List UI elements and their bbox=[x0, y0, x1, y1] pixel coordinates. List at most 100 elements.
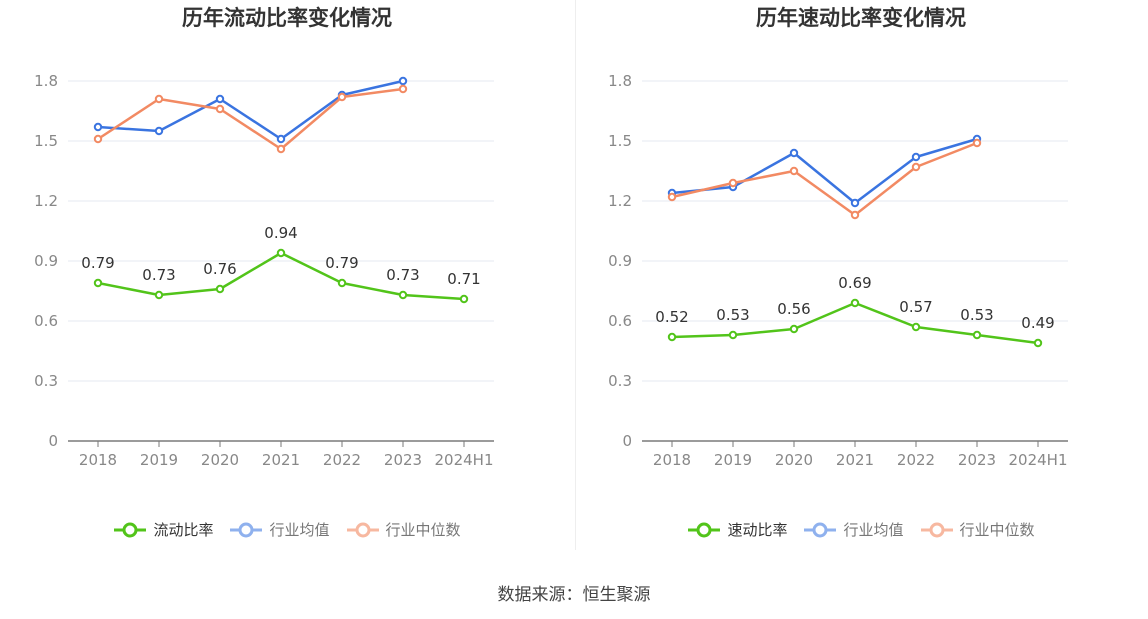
x-tick-label: 2022 bbox=[897, 451, 935, 469]
data-label: 0.71 bbox=[447, 270, 480, 288]
quick-ratio-chart-panel: 历年速动比率变化情况 0 0.3 0.6 0.9 1.2 1.5 1.8 2018 2019 20… bbox=[574, 0, 1148, 560]
y-tick-label: 1.8 bbox=[608, 72, 632, 90]
data-point[interactable] bbox=[337, 92, 347, 102]
data-point[interactable] bbox=[789, 324, 799, 334]
y-tick-label: 0.3 bbox=[34, 372, 58, 390]
panel-divider bbox=[575, 0, 576, 550]
legend-label: 流动比率 bbox=[153, 521, 214, 539]
chart-title: 历年流动比率变化情况 bbox=[182, 6, 392, 30]
x-tick-label: 2018 bbox=[79, 451, 117, 469]
data-label: 0.79 bbox=[325, 254, 358, 272]
data-point[interactable] bbox=[93, 134, 103, 144]
series-line bbox=[671, 141, 978, 217]
data-point[interactable] bbox=[667, 332, 677, 342]
series-line bbox=[97, 87, 404, 151]
x-tick-label: 2019 bbox=[140, 451, 178, 469]
legend-line-circle-icon bbox=[230, 522, 263, 537]
y-tick-label: 0.6 bbox=[608, 312, 632, 330]
y-tick-label: 0.9 bbox=[608, 252, 632, 270]
legend-item-industry-median[interactable]: 行业中位数 bbox=[920, 519, 1035, 540]
data-point[interactable] bbox=[789, 166, 799, 176]
data-point[interactable] bbox=[728, 178, 738, 188]
legend-line-circle-icon bbox=[688, 522, 721, 537]
data-point[interactable] bbox=[215, 104, 225, 114]
y-tick-label: 1.2 bbox=[34, 192, 58, 210]
data-point[interactable] bbox=[1033, 338, 1043, 348]
data-label: 0.49 bbox=[1021, 314, 1054, 332]
data-point[interactable] bbox=[911, 162, 921, 172]
current-ratio-chart: 0 0.3 0.6 0.9 1.2 1.5 1.8 2018 2019 2020 2021 2022 2… bbox=[34, 72, 494, 469]
y-tick-label: 1.8 bbox=[34, 72, 58, 90]
x-tick-label: 2024H1 bbox=[1009, 451, 1068, 469]
data-point[interactable] bbox=[972, 138, 982, 148]
data-label: 0.94 bbox=[264, 224, 297, 242]
data-point[interactable] bbox=[154, 126, 164, 136]
data-label: 0.73 bbox=[386, 266, 419, 284]
data-point[interactable] bbox=[789, 148, 799, 158]
y-tick-label: 1.5 bbox=[34, 132, 58, 150]
x-tick-label: 2023 bbox=[958, 451, 996, 469]
series-line bbox=[97, 79, 404, 141]
y-tick-label: 0.6 bbox=[34, 312, 58, 330]
data-point[interactable] bbox=[850, 210, 860, 220]
legend-line-circle-icon bbox=[804, 522, 837, 537]
legend-item-industry-average[interactable]: 行业均值 bbox=[229, 519, 330, 540]
data-point[interactable] bbox=[850, 198, 860, 208]
data-point[interactable] bbox=[972, 330, 982, 340]
legend-line-circle-icon bbox=[114, 522, 147, 537]
legend: 流动比率 行业均值 行业中位数 bbox=[0, 519, 574, 540]
series-line bbox=[671, 137, 978, 205]
legend-line-circle-icon bbox=[346, 522, 379, 537]
x-tick-label: 2019 bbox=[714, 451, 752, 469]
y-tick-label: 0 bbox=[622, 432, 632, 450]
data-point[interactable] bbox=[215, 284, 225, 294]
data-label: 0.76 bbox=[203, 260, 236, 278]
data-point[interactable] bbox=[154, 94, 164, 104]
data-point[interactable] bbox=[215, 94, 225, 104]
data-point[interactable] bbox=[398, 76, 408, 86]
data-label: 0.57 bbox=[899, 298, 932, 316]
data-point[interactable] bbox=[398, 290, 408, 300]
legend-label: 速动比率 bbox=[727, 521, 788, 539]
chart-title: 历年速动比率变化情况 bbox=[756, 6, 966, 30]
data-point[interactable] bbox=[459, 294, 469, 304]
data-point[interactable] bbox=[850, 298, 860, 308]
data-point[interactable] bbox=[93, 122, 103, 132]
data-point[interactable] bbox=[398, 84, 408, 94]
current-ratio-chart-panel: 历年流动比率变化情况 0 0.3 0.6 0.9 1.2 1.5 1.8 2018 2019 20… bbox=[0, 0, 574, 560]
data-point[interactable] bbox=[911, 322, 921, 332]
data-label: 0.53 bbox=[716, 306, 749, 324]
quick-ratio-chart: 0 0.3 0.6 0.9 1.2 1.5 1.8 2018 2019 2020 2021 2022 2… bbox=[608, 72, 1068, 469]
data-source: 数据来源：恒生聚源 bbox=[497, 585, 651, 605]
y-tick-label: 1.5 bbox=[608, 132, 632, 150]
data-label: 0.52 bbox=[655, 308, 688, 326]
legend-line-circle-icon bbox=[920, 522, 953, 537]
data-point[interactable] bbox=[276, 248, 286, 258]
data-point[interactable] bbox=[337, 278, 347, 288]
legend-item-current-ratio[interactable]: 流动比率 bbox=[113, 519, 213, 540]
data-label: 0.73 bbox=[142, 266, 175, 284]
legend-item-quick-ratio[interactable]: 速动比率 bbox=[687, 519, 787, 540]
x-tick-label: 2023 bbox=[384, 451, 422, 469]
data-point[interactable] bbox=[276, 144, 286, 154]
x-tick-label: 2021 bbox=[262, 451, 300, 469]
data-label: 0.69 bbox=[838, 274, 871, 292]
legend-label: 行业中位数 bbox=[959, 521, 1035, 539]
data-point[interactable] bbox=[276, 134, 286, 144]
data-point[interactable] bbox=[667, 192, 677, 202]
x-tick-label: 2024H1 bbox=[435, 451, 494, 469]
legend-item-industry-average[interactable]: 行业均值 bbox=[803, 519, 904, 540]
legend-item-industry-median[interactable]: 行业中位数 bbox=[346, 519, 461, 540]
data-point[interactable] bbox=[154, 290, 164, 300]
data-label: 0.56 bbox=[777, 300, 810, 318]
legend-label: 行业均值 bbox=[843, 521, 904, 539]
data-point[interactable] bbox=[93, 278, 103, 288]
x-tick-label: 2018 bbox=[653, 451, 691, 469]
y-tick-label: 0.9 bbox=[34, 252, 58, 270]
data-point[interactable] bbox=[911, 152, 921, 162]
data-point[interactable] bbox=[728, 330, 738, 340]
y-tick-label: 0.3 bbox=[608, 372, 632, 390]
x-tick-label: 2020 bbox=[201, 451, 239, 469]
y-tick-label: 1.2 bbox=[608, 192, 632, 210]
legend-label: 行业中位数 bbox=[385, 521, 461, 539]
